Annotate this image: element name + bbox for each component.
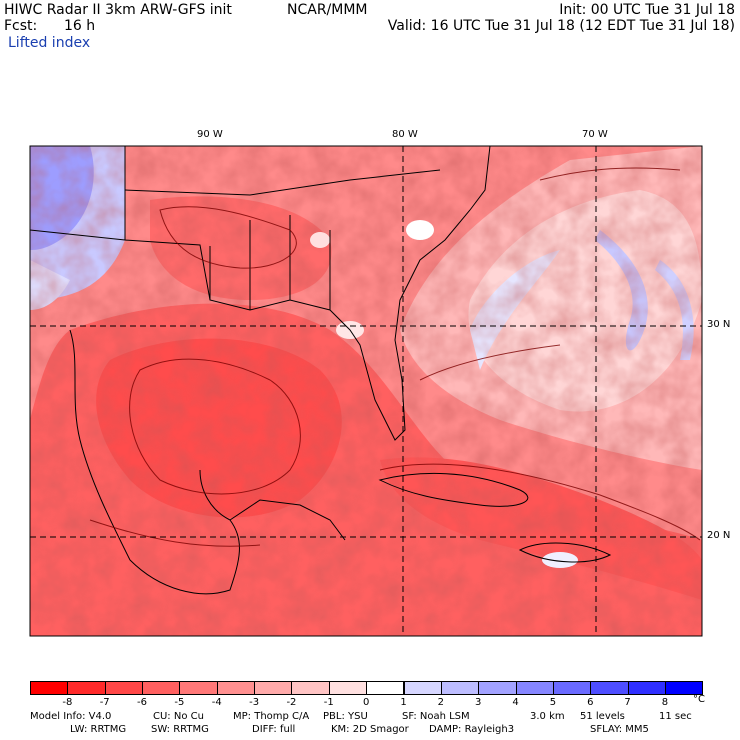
model-info-item: DIFF: full [252, 724, 296, 735]
colorbar-box [328, 681, 368, 695]
forecast-label: Fcst: [4, 18, 38, 34]
colorbar-box [403, 681, 442, 695]
colorbar-tick-label: -2 [286, 697, 297, 708]
model-info-item: MP: Thomp C/A [233, 711, 310, 722]
colorbar-box [179, 681, 218, 695]
colorbar-box [254, 681, 293, 695]
model-info-item: KM: 2D Smagor [331, 724, 409, 735]
lat-label-30n: 30 N [707, 319, 731, 330]
colorbar-tick-label: -6 [137, 697, 148, 708]
forecast-hour: 16 h [64, 18, 96, 34]
colorbar-tick-label: -1 [323, 697, 334, 708]
colorbar-box [590, 681, 629, 695]
colorbar-tick-label: -8 [62, 697, 73, 708]
colorbar-box [552, 681, 592, 695]
colorbar-box [291, 681, 330, 695]
model-info-item: DAMP: Rayleigh3 [429, 724, 515, 735]
lon-label-90w: 90 W [197, 129, 223, 140]
colorbar-tick-label: 2 [437, 697, 445, 708]
lon-label-80w: 80 W [392, 129, 418, 140]
colorbar-box [440, 681, 480, 695]
model-info-item: Model Info: V4.0 [30, 711, 112, 722]
colorbar-box [142, 681, 181, 695]
colorbar-tick-label: 8 [661, 697, 669, 708]
model-info-item: 3.0 km [530, 711, 565, 722]
colorbar-tick-label: 7 [624, 697, 631, 708]
colorbar-tick-label: 3 [475, 697, 482, 708]
colorbar-box [515, 681, 554, 695]
colorbar-tick-label: 5 [549, 697, 557, 708]
init-time: Init: 00 UTC Tue 31 Jul 18 [559, 2, 735, 18]
colorbar-tick-label: -7 [99, 697, 110, 708]
colorbar-box [104, 681, 144, 695]
colorbar-unit: °C [693, 694, 705, 705]
model-info-item: LW: RRTMG [70, 724, 127, 735]
model-info-item: 11 sec [659, 711, 692, 722]
valid-time: Valid: 16 UTC Tue 31 Jul 18 (12 EDT Tue … [387, 18, 735, 34]
colorbar-tick-label: 6 [587, 697, 594, 708]
colorbar-box [30, 681, 69, 695]
lat-label-20n: 20 N [707, 530, 731, 541]
map-frame [29, 145, 703, 637]
colorbar-box [216, 681, 256, 695]
org-label: NCAR/MMM [287, 2, 368, 18]
model-info-item: SW: RRTMG [151, 724, 209, 735]
model-info-item: 51 levels [580, 711, 625, 722]
colorbar-tick-label: -3 [249, 697, 260, 708]
colorbar-box [478, 681, 517, 695]
model-info-item: PBL: YSU [323, 711, 368, 722]
colorbar-tick-label: 0 [362, 697, 370, 708]
colorbar-box [664, 681, 704, 695]
colorbar-box [366, 681, 405, 695]
model-info-item: CU: No Cu [153, 711, 204, 722]
colorbar-tick-label: 1 [400, 697, 407, 708]
model-info-item: SFLAY: MM5 [590, 724, 649, 735]
field-name: Lifted index [8, 35, 91, 51]
colorbar-box [627, 681, 666, 695]
colorbar-tick-label: -5 [174, 697, 185, 708]
colorbar-tick-label: 4 [512, 697, 519, 708]
lon-label-70w: 70 W [582, 129, 608, 140]
model-info-item: SF: Noah LSM [402, 711, 470, 722]
colorbar-tick-label: -4 [211, 697, 222, 708]
colorbar-box [67, 681, 106, 695]
model-title: HIWC Radar II 3km ARW-GFS init [4, 2, 232, 18]
